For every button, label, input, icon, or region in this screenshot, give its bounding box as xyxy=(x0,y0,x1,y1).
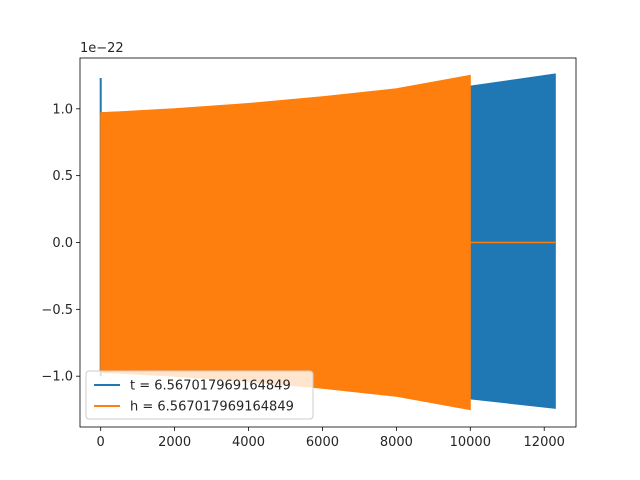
y-tick-label: 0.5 xyxy=(52,169,73,184)
x-tick-label: 6000 xyxy=(306,435,339,450)
x-tick-label: 12000 xyxy=(524,435,565,450)
axes: 0 2000 4000 6000 8000 10000 12000 −1.0 −0.5 0.0 0.… xyxy=(41,57,577,450)
x-tick-label: 8000 xyxy=(380,435,413,450)
legend: t = 6.567017969164849 h = 6.5670179691648… xyxy=(85,370,314,420)
x-tick-label: 2000 xyxy=(158,435,191,450)
y-tick-label: 0.0 xyxy=(52,236,73,251)
y-tick-label: −1.0 xyxy=(41,370,73,385)
legend-box xyxy=(85,370,314,420)
x-tick-label: 0 xyxy=(97,435,105,450)
plot-area xyxy=(99,73,556,411)
y-offset-label: 1e−22 xyxy=(80,41,124,56)
y-tick-label: 1.0 xyxy=(52,102,73,117)
legend-label-2: h = 6.567017969164849 xyxy=(130,400,294,415)
series-2-band xyxy=(100,74,471,411)
x-tick-label: 10000 xyxy=(450,435,491,450)
legend-label-1: t = 6.567017969164849 xyxy=(130,379,291,394)
y-tick-label: −0.5 xyxy=(41,303,73,318)
x-tick-label: 4000 xyxy=(232,435,265,450)
